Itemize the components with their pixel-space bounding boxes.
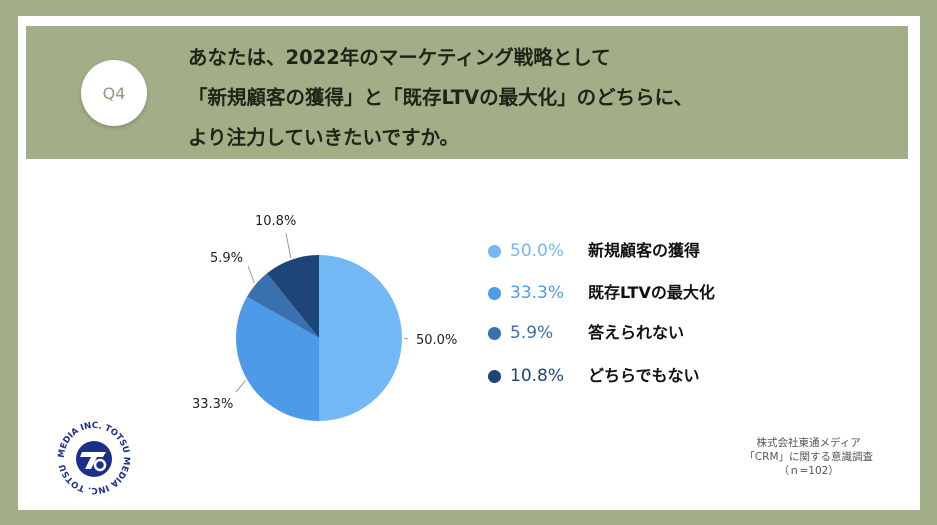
legend-item-neither: 10.8% どちらでもない <box>488 364 788 388</box>
card: Q4 あなたは、2022年のマーケティング戦略として 「新規顧客の獲得」と「既存… <box>18 16 920 510</box>
legend-label-1: 新規顧客の獲得 <box>588 241 701 260</box>
pie-slice-2 <box>235 296 319 421</box>
legend-swatch-4 <box>488 370 501 383</box>
legend-label-3: 答えられない <box>588 323 685 342</box>
legend-percent-4: 10.8% <box>510 366 565 386</box>
legend-label-4: どちらでもない <box>588 366 700 385</box>
data-label-1: 50.0% <box>416 333 457 348</box>
pie-slice-4 <box>266 255 319 338</box>
data-label-2: 33.3% <box>192 397 233 412</box>
legend-item-new-customers: 50.0% 新規顧客の獲得 <box>488 239 788 263</box>
question-banner: Q4 あなたは、2022年のマーケティング戦略として 「新規顧客の獲得」と「既存… <box>26 26 908 159</box>
data-label-4: 10.8% <box>255 214 296 229</box>
pie-slice-1 <box>319 255 402 421</box>
question-text: あなたは、2022年のマーケティング戦略として 「新規顧客の獲得」と「既存LTV… <box>188 38 888 158</box>
legend-swatch-1 <box>488 245 501 258</box>
legend-percent-1: 50.0% <box>510 241 565 261</box>
legend-percent-3: 5.9% <box>510 323 554 343</box>
data-label-3: 5.9% <box>210 251 243 266</box>
legend-item-existing-ltv: 33.3% 既存LTVの最大化 <box>488 281 788 305</box>
legend-item-cannot-answer: 5.9% 答えられない <box>488 321 788 345</box>
question-line-3: より注力していきたいですか。 <box>188 126 460 149</box>
leader-line-1 <box>403 337 409 340</box>
credit-company: 株式会社東通メディア <box>756 437 861 449</box>
legend-label-2: 既存LTVの最大化 <box>588 283 715 302</box>
legend-percent-2: 33.3% <box>510 283 565 303</box>
question-line-1: あなたは、2022年のマーケティング戦略として <box>188 46 611 69</box>
leader-line-4 <box>285 232 292 258</box>
survey-credit: 株式会社東通メディア 「CRM」に関する意識調査 （ｎ=102） <box>744 436 873 478</box>
legend-swatch-2 <box>488 287 501 300</box>
credit-sample-size: （ｎ=102） <box>778 465 839 477</box>
leader-line-3 <box>247 265 255 283</box>
credit-survey-title: 「CRM」に関する意識調査 <box>744 451 873 463</box>
leader-line-2 <box>235 380 246 393</box>
legend-swatch-3 <box>488 327 501 340</box>
question-number-badge: Q4 <box>81 60 147 126</box>
pie-slice-3 <box>247 273 319 338</box>
totsu-logo-icon: MEDIA INC. TOTSU MEDIA INC. TOTSU <box>57 421 131 495</box>
question-line-2: 「新規顧客の獲得」と「既存LTVの最大化」のどちらに、 <box>188 86 694 109</box>
question-number: Q4 <box>102 83 126 103</box>
